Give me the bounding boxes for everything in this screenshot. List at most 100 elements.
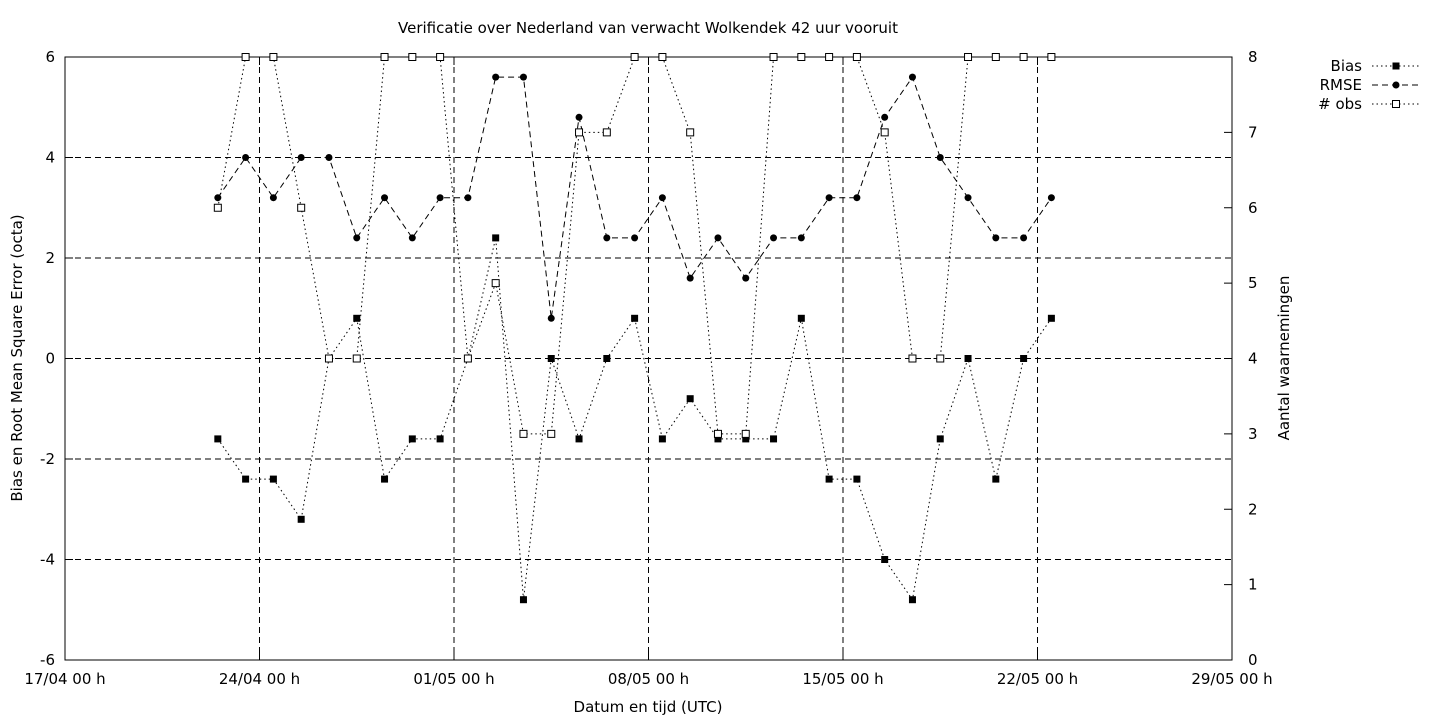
data-point	[547, 355, 555, 362]
data-point	[742, 274, 750, 282]
data-point	[519, 429, 528, 438]
data-point	[686, 395, 694, 403]
data-point	[908, 596, 916, 604]
data-point	[381, 194, 389, 202]
data-point	[1020, 355, 1028, 362]
series-rmse	[214, 73, 1055, 322]
y2-tick-label: 7	[1248, 123, 1258, 141]
data-point	[1020, 234, 1028, 242]
legend-label: # obs	[1318, 95, 1362, 113]
legend-marker	[1392, 100, 1400, 108]
y2-tick-label: 6	[1248, 199, 1258, 217]
data-point	[436, 53, 445, 61]
data-point	[936, 435, 944, 443]
data-point	[241, 53, 250, 61]
data-point	[797, 234, 805, 242]
y-tick-label: 2	[45, 249, 55, 267]
data-point	[658, 435, 666, 443]
series-line	[217, 76, 1052, 319]
axes: 17/04 00 h 24/04 00 h 01/05 00 h 08/05 00 h…	[24, 48, 1272, 688]
data-point	[797, 53, 806, 61]
data-point	[769, 53, 778, 61]
y-tick-label: 0	[45, 350, 55, 368]
data-point	[324, 354, 333, 363]
y-tick-label: -2	[40, 450, 55, 468]
legend-label: Bias	[1331, 57, 1363, 75]
data-point	[825, 475, 833, 483]
data-point	[575, 435, 583, 443]
data-point	[991, 53, 1000, 61]
data-point	[1019, 53, 1028, 61]
data-point	[936, 354, 945, 363]
x-tick-label: 24/04 00 h	[219, 670, 300, 688]
data-point	[853, 475, 861, 483]
data-point	[908, 354, 917, 363]
legend-marker	[1392, 81, 1400, 89]
data-point	[992, 475, 1000, 483]
data-point	[602, 128, 611, 137]
x-tick-label: 22/05 00 h	[997, 670, 1078, 688]
data-point	[686, 274, 694, 282]
y2-tick-label: 2	[1248, 500, 1258, 518]
series-line	[217, 56, 1052, 435]
data-point	[325, 154, 333, 161]
data-point	[297, 203, 306, 212]
data-point	[852, 53, 861, 61]
data-point	[603, 355, 611, 362]
data-point	[491, 279, 500, 288]
data-point	[575, 128, 584, 137]
data-point	[269, 53, 278, 61]
data-point	[1047, 194, 1055, 202]
data-point	[658, 53, 667, 61]
data-point	[463, 354, 472, 363]
x-tick-label: 01/05 00 h	[413, 670, 494, 688]
data-point	[825, 53, 834, 61]
series-layer	[213, 53, 1056, 604]
y2-axis-label: Aantal waarnemingen	[1275, 276, 1293, 441]
y2-tick-label: 1	[1248, 576, 1258, 594]
data-point	[770, 435, 778, 443]
data-point	[631, 314, 639, 322]
y2-tick-label: 0	[1248, 651, 1258, 669]
data-point	[436, 435, 444, 443]
data-point	[519, 596, 527, 604]
data-point	[686, 128, 695, 137]
data-point	[575, 113, 583, 121]
data-point	[770, 234, 778, 242]
data-point	[881, 556, 889, 563]
data-point	[242, 475, 250, 483]
data-point	[714, 234, 722, 242]
x-axis-label: Datum en tijd (UTC)	[574, 698, 723, 716]
x-tick-label: 08/05 00 h	[608, 670, 689, 688]
data-point	[408, 53, 417, 61]
y-tick-label: 4	[45, 149, 55, 167]
series-line	[217, 237, 1052, 601]
data-point	[492, 234, 500, 242]
data-point	[964, 53, 973, 61]
data-point	[297, 154, 305, 161]
data-point	[936, 154, 944, 161]
data-point	[436, 194, 444, 202]
data-point	[269, 475, 277, 483]
data-point	[714, 435, 722, 443]
data-point	[242, 154, 250, 161]
data-point	[492, 73, 500, 81]
data-point	[214, 194, 222, 202]
data-point	[964, 194, 972, 202]
data-point	[742, 435, 750, 443]
data-point	[408, 234, 416, 242]
data-point	[797, 314, 805, 322]
data-point	[519, 73, 527, 81]
data-point	[464, 194, 472, 202]
data-point	[992, 234, 1000, 242]
data-point	[547, 429, 556, 438]
data-point	[1047, 314, 1055, 322]
data-point	[547, 314, 555, 322]
data-point	[603, 234, 611, 242]
data-point	[381, 475, 389, 483]
y-tick-label: -6	[40, 651, 55, 669]
data-point	[297, 515, 305, 523]
legend-label: RMSE	[1320, 76, 1362, 94]
y-tick-label: 6	[45, 48, 55, 66]
